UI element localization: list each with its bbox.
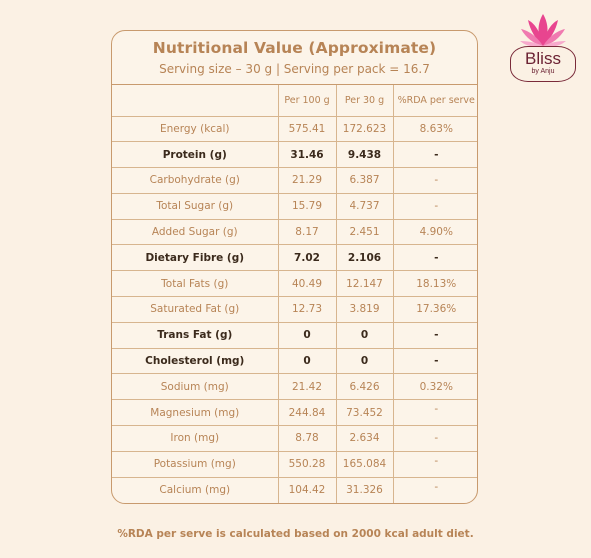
per-30g-cell: 4.737 [336, 193, 394, 220]
rda-cell: 17.36% [393, 296, 477, 323]
per-30g-cell: 6.387 [336, 167, 394, 194]
table-row: Dietary Fibre (g) 7.02 2.106- [112, 244, 477, 272]
per-100g-cell: 21.29 [278, 167, 337, 194]
per-100g-cell: 8.17 [278, 219, 337, 246]
table-row: Carbohydrate (g) 21.29 6.387- [112, 167, 477, 194]
nutrient-cell: Total Sugar (g) [112, 193, 279, 220]
nutrient-cell: Calcium (mg) [112, 477, 279, 503]
rda-cell: 4.90% [393, 219, 477, 246]
per-30g-cell: 2.451 [336, 219, 394, 246]
per-30g-cell: 31.326 [336, 477, 394, 503]
brand-logo: Bliss by Anju [510, 12, 576, 82]
per-30g-cell: 12.147 [336, 270, 394, 298]
nutrient-cell: Saturated Fat (g) [112, 296, 279, 323]
nutrient-cell: Total Fats (g) [112, 270, 279, 298]
per-30g-cell: 0 [336, 322, 394, 349]
header-cell: %RDA per serve [393, 85, 477, 117]
table-row: Total Fats (g) 40.49 12.147 18.13% [112, 270, 477, 298]
per-30g-cell: 9.438 [336, 141, 394, 169]
brand-tagline: by Anju [531, 68, 555, 75]
rda-cell: - [393, 244, 477, 272]
per-100g-cell: 21.42 [278, 373, 337, 401]
per-100g-cell: 575.41 [278, 116, 337, 143]
table-row: Magnesium (mg) 244.84 73.452- [112, 399, 477, 427]
per-30g-cell: 2.634 [336, 425, 394, 452]
per-100g-cell: 0 [278, 322, 337, 349]
panel-title: Nutritional Value (Approximate) [152, 39, 437, 57]
table-row: Sodium (mg) 21.42 6.426 0.32% [112, 373, 477, 401]
per-100g-cell: 8.78 [278, 425, 337, 452]
table-row: Protein (g) 31.46 9.438- [112, 141, 477, 169]
footnote: %RDA per serve is calculated based on 20… [117, 528, 474, 540]
table-header-row: Per 100 g Per 30 g %RDA per serve [112, 85, 477, 117]
lotus-icon [520, 14, 566, 47]
table-row: Cholesterol (mg) 0 0- [112, 348, 477, 375]
nutrient-cell: Energy (kcal) [112, 116, 279, 143]
nutrient-cell: Cholesterol (mg) [112, 348, 279, 375]
rda-cell: - [393, 451, 477, 478]
nutrient-cell: Carbohydrate (g) [112, 167, 279, 194]
rda-cell: - [393, 193, 477, 220]
table-row: Iron (mg) 8.78 2.634- [112, 425, 477, 452]
rda-cell: 18.13% [393, 270, 477, 298]
per-30g-cell: 6.426 [336, 373, 394, 401]
rda-cell: - [393, 167, 477, 194]
table-row: Added Sugar (g) 8.17 2.451 4.90% [112, 219, 477, 246]
per-30g-cell: 3.819 [336, 296, 394, 323]
brand-name: Bliss [525, 49, 561, 68]
rda-cell: 8.63% [393, 116, 477, 143]
per-100g-cell: 12.73 [278, 296, 337, 323]
per-100g-cell: 31.46 [278, 141, 337, 169]
header-cell: Per 100 g [278, 85, 337, 117]
nutrient-cell: Dietary Fibre (g) [112, 244, 279, 272]
nutrient-cell: Protein (g) [112, 141, 279, 169]
rda-cell: - [393, 141, 477, 169]
nutrient-cell: Potassium (mg) [112, 451, 279, 478]
per-100g-cell: 550.28 [278, 451, 337, 478]
per-100g-cell: 15.79 [278, 193, 337, 220]
per-100g-cell: 0 [278, 348, 337, 375]
rda-cell: - [393, 322, 477, 349]
table-row: Energy (kcal) 575.41 172.623 8.63% [112, 116, 477, 143]
panel-header: Nutritional Value (Approximate) Serving … [112, 31, 477, 85]
brand-badge: Bliss by Anju [510, 46, 576, 82]
nutrient-cell: Magnesium (mg) [112, 399, 279, 427]
header-cell [112, 85, 279, 117]
per-100g-cell: 40.49 [278, 270, 337, 298]
per-30g-cell: 165.084 [336, 451, 394, 478]
table-row: Saturated Fat (g) 12.73 3.819 17.36% [112, 296, 477, 323]
rda-cell: 0.32% [393, 373, 477, 401]
per-30g-cell: 0 [336, 348, 394, 375]
header-cell: Per 30 g [336, 85, 394, 117]
per-30g-cell: 73.452 [336, 399, 394, 427]
per-100g-cell: 104.42 [278, 477, 337, 503]
serving-info: Serving size – 30 g | Serving per pack =… [159, 62, 430, 76]
per-100g-cell: 7.02 [278, 244, 337, 272]
rda-cell: - [393, 425, 477, 452]
table-row: Potassium (mg) 550.28 165.084- [112, 451, 477, 478]
per-30g-cell: 2.106 [336, 244, 394, 272]
nutrient-cell: Added Sugar (g) [112, 219, 279, 246]
per-100g-cell: 244.84 [278, 399, 337, 427]
rda-cell: - [393, 399, 477, 427]
nutrient-cell: Iron (mg) [112, 425, 279, 452]
rda-cell: - [393, 348, 477, 375]
nutrition-panel: Nutritional Value (Approximate) Serving … [111, 30, 478, 504]
rda-cell: - [434, 480, 439, 493]
table-row: Total Sugar (g) 15.79 4.737- [112, 193, 477, 220]
table-row: Calcium (mg) 104.42 31.326 - [112, 477, 477, 503]
nutrition-table: Per 100 g Per 30 g %RDA per serve Energy… [112, 85, 477, 503]
nutrient-cell: Sodium (mg) [112, 373, 279, 401]
nutrient-cell: Trans Fat (g) [112, 322, 279, 349]
per-30g-cell: 172.623 [336, 116, 394, 143]
table-row: Trans Fat (g) 0 0- [112, 322, 477, 349]
